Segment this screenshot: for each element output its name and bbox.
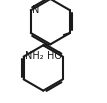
Text: NH₂: NH₂ <box>25 51 43 61</box>
Text: HO: HO <box>47 51 62 61</box>
Text: N: N <box>32 5 39 15</box>
